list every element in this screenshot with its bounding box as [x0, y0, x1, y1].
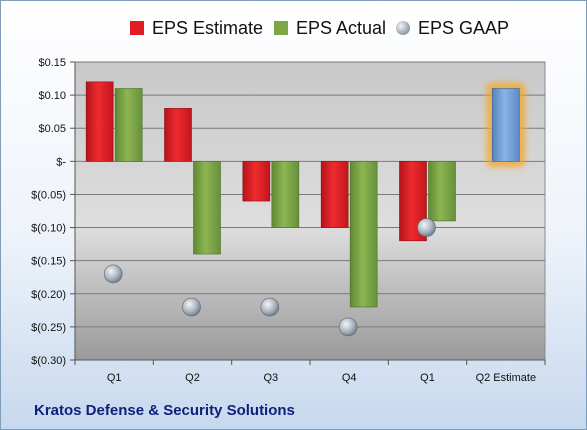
legend-label-eps-actual: EPS Actual [296, 17, 387, 38]
x-tick-label: Q3 [263, 372, 278, 384]
gaap-points [103, 218, 436, 337]
bar-eps-actual [114, 88, 143, 162]
y-tick-label: $(0.20) [31, 289, 66, 301]
x-axis-ticks: Q1 Q2 Q3 Q4 Q1 Q2 Estimate [74, 62, 546, 384]
point-eps-gaap [182, 297, 201, 317]
bar-eps-actual [428, 161, 456, 222]
y-tick-label: $(0.25) [31, 322, 66, 334]
bar-eps-estimate [320, 161, 349, 228]
point-eps-gaap [417, 218, 436, 237]
bars [85, 81, 526, 308]
bar-eps-estimate [164, 108, 192, 162]
y-tick-label: $0.10 [38, 90, 66, 102]
bar-eps-estimate [85, 81, 114, 162]
y-tick-label: $(0.10) [31, 223, 66, 235]
bar-eps-estimate [242, 161, 271, 202]
x-tick-label: Q1 [420, 372, 435, 384]
legend-item-eps-gaap: EPS GAAP [396, 14, 509, 42]
x-tick-label: Q2 [185, 372, 200, 384]
legend: EPS Estimate EPS Actual EPS GAAP [0, 14, 587, 42]
point-eps-gaap [103, 264, 123, 284]
x-tick-label: Q4 [342, 372, 357, 384]
bar-eps-actual [193, 161, 221, 255]
x-tick-label: Q1 [107, 372, 122, 384]
point-eps-gaap [338, 317, 358, 337]
legend-swatch-eps-gaap [396, 21, 410, 35]
point-eps-gaap [260, 297, 280, 317]
legend-item-eps-estimate: EPS Estimate [130, 14, 263, 42]
y-tick-label: $0.05 [38, 123, 66, 135]
y-tick-label: $- [56, 156, 66, 168]
y-tick-label: $(0.15) [31, 256, 66, 268]
y-tick-label: $(0.05) [31, 189, 66, 201]
gridlines [75, 61, 545, 361]
bar-eps-actual [271, 161, 300, 228]
y-axis-ticks: $0.15 $0.10 $0.05 $- $(0.05) $(0.10) $(0.15) $(… [31, 57, 75, 367]
bar-q2-estimate [492, 88, 520, 162]
legend-label-eps-estimate: EPS Estimate [152, 17, 264, 38]
y-tick-label: $(0.30) [31, 355, 66, 367]
legend-swatch-eps-actual [274, 21, 288, 35]
company-name: Kratos Defense & Security Solutions [34, 402, 295, 419]
bar-eps-actual [349, 161, 378, 308]
legend-item-eps-actual: EPS Actual [274, 14, 386, 42]
legend-swatch-eps-estimate [130, 21, 144, 35]
plot-area [74, 61, 546, 361]
x-tick-label: Q2 Estimate [476, 372, 537, 384]
y-tick-label: $0.15 [38, 57, 66, 69]
legend-label-eps-gaap: EPS GAAP [418, 17, 510, 38]
